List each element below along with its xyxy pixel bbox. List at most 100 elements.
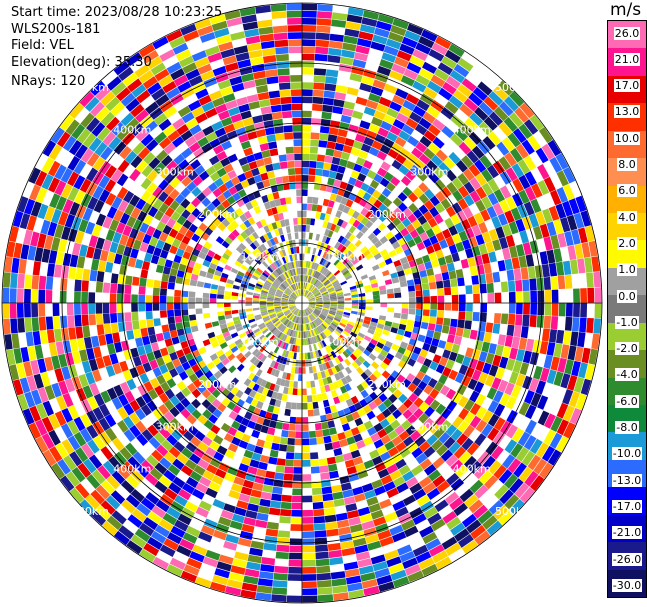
velocity-gate	[306, 210, 312, 218]
velocity-gate	[252, 240, 260, 248]
velocity-gate	[375, 272, 383, 279]
velocity-gate	[324, 329, 331, 336]
velocity-gate	[330, 299, 338, 302]
velocity-gate	[281, 300, 288, 303]
velocity-gate	[315, 318, 321, 325]
velocity-gate	[322, 363, 328, 371]
velocity-gate	[352, 378, 361, 387]
velocity-gate	[254, 341, 262, 348]
velocity-gate	[135, 109, 149, 123]
velocity-gate	[308, 416, 315, 424]
velocity-gate	[323, 304, 330, 306]
velocity-gate	[294, 167, 302, 175]
velocity-gate	[318, 407, 326, 416]
velocity-gate	[330, 333, 337, 340]
velocity-gate	[321, 392, 328, 401]
velocity-gate	[315, 306, 323, 310]
velocity-gate	[293, 323, 297, 330]
velocity-gate	[274, 279, 281, 285]
velocity-gate	[527, 135, 541, 151]
velocity-gate	[443, 279, 451, 288]
velocity-gate	[409, 303, 416, 309]
velocity-gate	[483, 263, 492, 274]
velocity-gate	[287, 438, 295, 446]
velocity-gate	[209, 581, 227, 593]
velocity-gate	[443, 317, 451, 327]
velocity-gate	[102, 520, 118, 536]
velocity-gate	[338, 345, 345, 353]
velocity-gate	[407, 181, 418, 192]
velocity-gate	[325, 337, 331, 345]
velocity-gate	[16, 362, 26, 379]
velocity-gate	[518, 123, 533, 139]
velocity-gate	[580, 303, 588, 318]
velocity-gate	[560, 344, 570, 359]
velocity-gate	[458, 408, 470, 420]
velocity-gate	[266, 341, 273, 349]
velocity-gate	[391, 186, 402, 197]
velocity-gate	[48, 429, 61, 446]
velocity-gate	[481, 410, 494, 423]
velocity-gate	[302, 424, 309, 431]
velocity-gate	[329, 308, 337, 312]
velocity-gate	[95, 292, 103, 303]
velocity-gate	[434, 93, 449, 107]
velocity-gate	[146, 351, 156, 362]
velocity-gate	[256, 416, 265, 425]
velocity-gate	[432, 550, 449, 564]
velocity-gate	[269, 420, 277, 429]
velocity-gate	[212, 408, 223, 419]
velocity-gate	[186, 37, 202, 49]
velocity-gate	[363, 176, 373, 186]
velocity-gate	[324, 507, 336, 516]
velocity-gate	[235, 274, 244, 280]
velocity-gate	[147, 206, 159, 218]
velocity-gate	[387, 148, 399, 160]
velocity-gate	[159, 303, 167, 311]
velocity-gate	[88, 358, 99, 372]
velocity-gate	[234, 338, 243, 346]
velocity-gate	[296, 275, 299, 282]
velocity-gate	[124, 150, 138, 164]
velocity-gate	[93, 199, 105, 213]
velocity-gate	[436, 131, 450, 144]
velocity-gate	[421, 374, 432, 385]
velocity-gate	[150, 254, 160, 265]
velocity-gate	[437, 62, 453, 76]
velocity-gate	[251, 63, 265, 73]
velocity-gate	[262, 347, 269, 355]
velocity-gate	[292, 323, 296, 330]
velocity-gate	[212, 188, 223, 198]
velocity-gate	[283, 473, 293, 481]
velocity-gate	[263, 317, 271, 323]
velocity-gate	[141, 392, 153, 404]
velocity-gate	[532, 252, 542, 266]
velocity-gate	[85, 494, 100, 510]
velocity-gate	[314, 61, 327, 69]
velocity-gate	[380, 120, 393, 131]
velocity-gate	[446, 262, 456, 272]
velocity-gate	[49, 398, 61, 414]
velocity-gate	[236, 257, 245, 265]
velocity-gate	[320, 472, 330, 480]
scan-info: Start time: 2023/08/28 10:23:25 WLS200s-…	[11, 5, 222, 91]
velocity-gate	[543, 315, 552, 329]
velocity-gate	[249, 356, 257, 364]
velocity-gate	[136, 503, 151, 517]
velocity-gate	[330, 322, 338, 328]
velocity-gate	[61, 152, 75, 168]
velocity-gate	[328, 463, 338, 472]
velocity-gate	[243, 517, 256, 526]
velocity-gate	[308, 254, 313, 262]
velocity-gate	[49, 446, 63, 463]
velocity-gate	[331, 441, 341, 450]
velocity-gate	[256, 377, 264, 386]
velocity-gate	[234, 182, 244, 192]
velocity-gate	[446, 334, 456, 344]
velocity-gate	[93, 393, 105, 407]
velocity-gate	[451, 392, 463, 404]
velocity-gate	[453, 63, 470, 78]
velocity-gate	[407, 314, 416, 321]
velocity-gate	[166, 378, 177, 389]
velocity-gate	[308, 296, 315, 301]
